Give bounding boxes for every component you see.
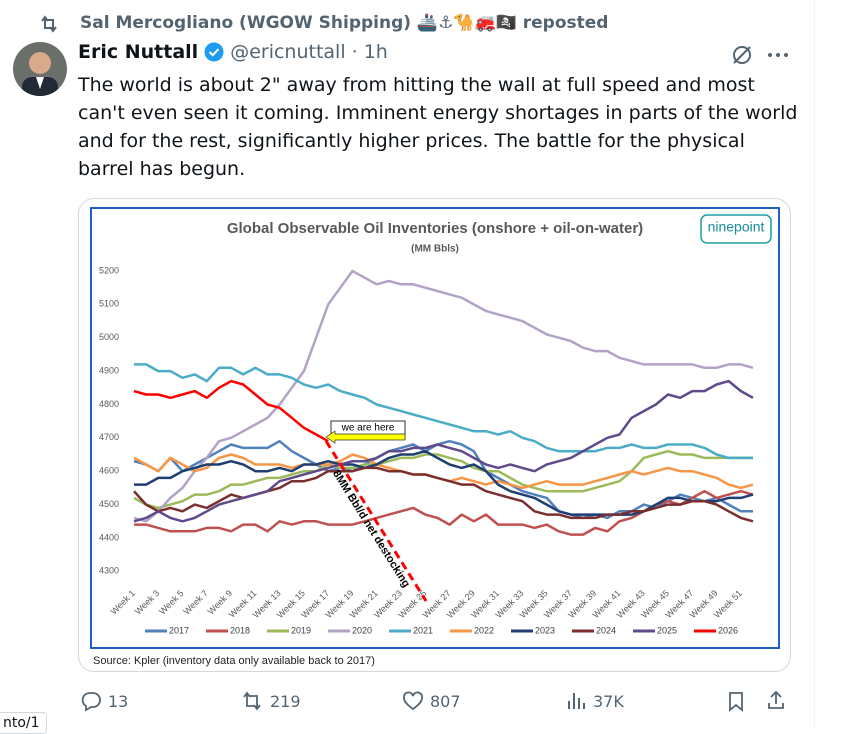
reply-icon [81, 692, 101, 712]
legend-label: 2020 [352, 625, 372, 635]
y-tick-label: 4900 [99, 365, 119, 375]
y-tick-label: 4800 [99, 399, 119, 409]
chart-title: Global Observable Oil Inventories (onsho… [227, 220, 643, 237]
author-handle[interactable]: @ericnuttall · 1h [230, 41, 388, 63]
bookmark-icon[interactable] [725, 690, 747, 712]
repost-label: Sal Mercogliano (WGOW Shipping) 🚢⚓🐪🚒🏴‍☠️… [80, 13, 609, 33]
reply-button[interactable]: 13 [80, 690, 128, 712]
series-line [134, 449, 754, 516]
legend-label: 2018 [230, 625, 250, 635]
y-tick-label: 4400 [99, 532, 119, 542]
repost-icon [243, 691, 261, 711]
legend-label: 2026 [718, 625, 738, 635]
media-card[interactable]: Global Observable Oil Inventories (onsho… [78, 198, 791, 672]
author-name[interactable]: Eric Nuttall [78, 41, 199, 63]
author-row: Eric Nuttall @ericnuttall · 1h [78, 41, 388, 63]
series-line [133, 439, 753, 520]
y-tick-label: 5200 [99, 265, 119, 275]
legend-label: 2024 [596, 625, 616, 635]
repost-icon [41, 15, 57, 33]
source-note: Source: Kpler (inventory data only avail… [93, 655, 375, 667]
series-line [134, 363, 753, 460]
like-icon [403, 691, 423, 711]
series-line [133, 269, 754, 523]
legend-label: 2023 [535, 625, 555, 635]
series-line [133, 379, 754, 523]
series-line [133, 449, 753, 510]
series-line [133, 379, 329, 443]
annotation-arrow [325, 430, 406, 444]
y-tick-label: 5100 [99, 299, 119, 309]
annotation: we are here [341, 423, 395, 434]
views-button[interactable]: 37K [565, 690, 624, 712]
projection-line [324, 440, 428, 602]
avatar[interactable] [12, 41, 68, 97]
logo: ninepoint [708, 219, 765, 235]
like-button[interactable]: 807 [402, 690, 461, 712]
views-count: 37K [593, 691, 624, 711]
legend-label: 2025 [657, 625, 677, 635]
more-icon[interactable] [766, 50, 790, 60]
chart: Global Observable Oil Inventories (onsho… [90, 207, 780, 667]
legend-label: 2022 [474, 625, 494, 635]
tweet-text: The world is about 2" away from hitting … [78, 74, 798, 180]
legend-label: 2017 [169, 625, 189, 635]
series-line [133, 466, 754, 523]
y-tick-label: 4700 [99, 432, 119, 442]
divider [814, 0, 815, 729]
grok-icon[interactable] [730, 43, 754, 67]
share-icon[interactable] [765, 689, 787, 711]
y-tick-label: 4500 [99, 499, 119, 509]
legend-label: 2019 [291, 625, 311, 635]
chart-frame [90, 207, 780, 649]
side-fragment: nto/1 [0, 712, 47, 734]
repost-count: 219 [270, 691, 301, 711]
views-icon [568, 693, 585, 709]
y-tick-label: 5000 [99, 332, 119, 342]
verified-badge [204, 42, 224, 62]
y-tick-label: 4600 [99, 466, 119, 476]
legend-label: 2021 [413, 625, 433, 635]
like-count: 807 [430, 691, 461, 711]
reply-count: 13 [108, 691, 129, 711]
repost-button[interactable]: 219 [240, 690, 301, 712]
y-tick-label: 4300 [99, 566, 119, 576]
chart-subtitle: (MM Bbls) [411, 244, 459, 255]
logo-box [700, 214, 772, 244]
